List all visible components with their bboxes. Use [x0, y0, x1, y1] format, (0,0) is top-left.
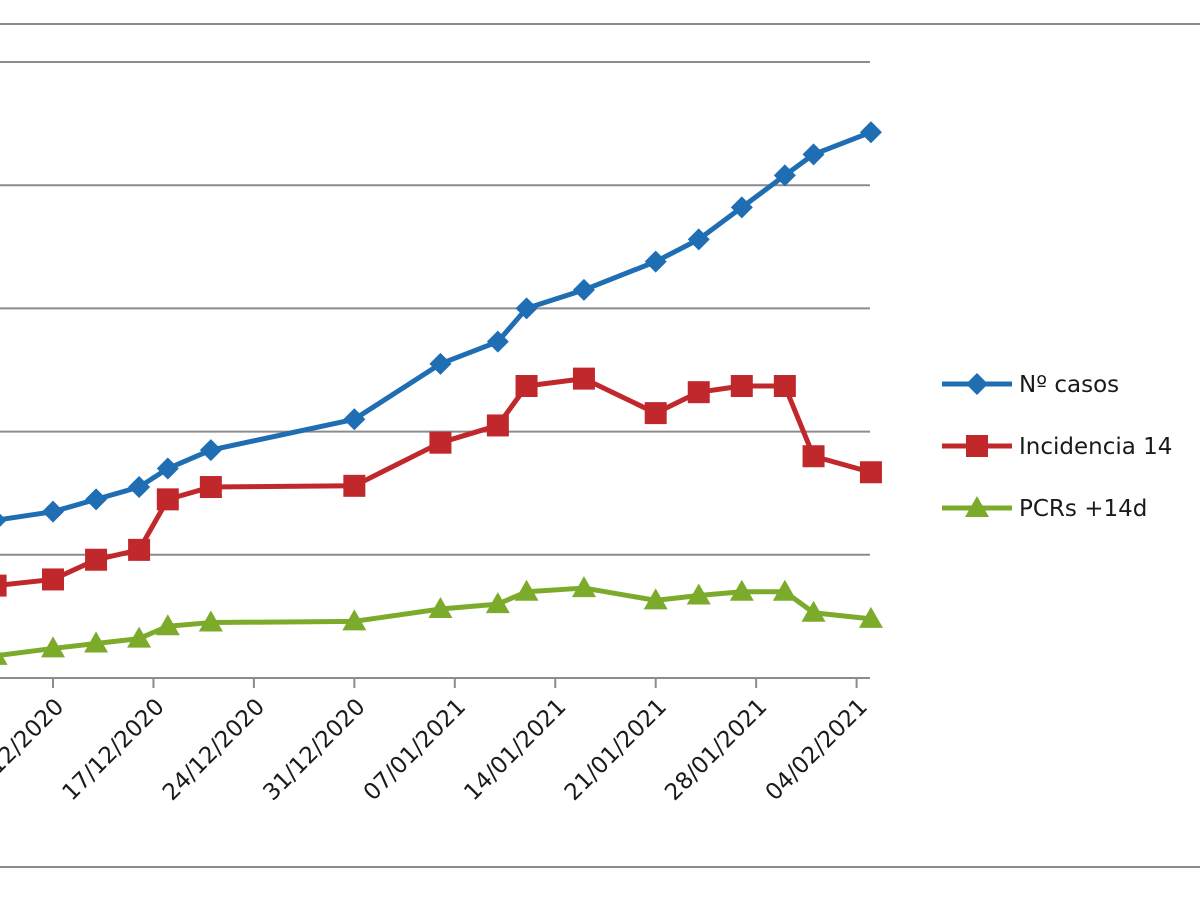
- legend-item: PCRs +14d: [942, 496, 1147, 522]
- data-point: [773, 164, 796, 187]
- data-point: [859, 461, 882, 484]
- series-layer: [0, 121, 883, 665]
- series-2: [0, 367, 882, 597]
- data-point: [801, 600, 826, 622]
- data-point: [85, 548, 108, 571]
- legend-item: Nº casos: [942, 372, 1119, 398]
- data-point: [0, 651, 8, 665]
- data-point: [428, 597, 453, 619]
- data-point: [199, 439, 222, 462]
- data-point: [128, 476, 151, 499]
- data-point: [772, 579, 797, 601]
- x-tick-label: 28/01/2021: [660, 694, 772, 806]
- x-tick-label: 07/01/2021: [359, 694, 471, 806]
- data-point: [515, 375, 538, 398]
- data-point: [156, 488, 179, 511]
- legend-label: PCRs +14d: [1019, 496, 1147, 522]
- x-tick-label: 17/12/2020: [58, 694, 170, 806]
- legend-label: Incidencia 14: [1019, 434, 1172, 460]
- data-point: [859, 121, 882, 144]
- series-3: [0, 576, 883, 665]
- data-point: [687, 381, 710, 404]
- data-point: [729, 579, 754, 601]
- legend-label: Nº casos: [1019, 372, 1119, 398]
- data-point: [485, 592, 510, 614]
- data-point: [156, 457, 179, 480]
- data-point: [966, 435, 988, 457]
- data-point: [643, 588, 668, 610]
- data-point: [515, 297, 538, 320]
- data-point: [773, 375, 796, 398]
- data-point: [127, 626, 152, 648]
- data-point: [686, 583, 711, 605]
- y-gridlines: [0, 61, 870, 556]
- data-point: [198, 610, 223, 632]
- series-line: [0, 129, 872, 523]
- data-point: [571, 576, 596, 598]
- data-point: [42, 568, 64, 591]
- x-tick-label: 14/01/2021: [459, 694, 571, 806]
- x-tick-label: 24/12/2020: [158, 694, 270, 806]
- data-point: [644, 250, 667, 273]
- legend-item: Incidencia 14: [942, 434, 1172, 460]
- data-point: [572, 278, 595, 301]
- data-point: [155, 614, 180, 636]
- data-point: [128, 538, 151, 561]
- data-point: [644, 402, 667, 425]
- x-tick-label: 21/01/2021: [560, 694, 672, 806]
- data-point: [687, 228, 710, 251]
- data-point: [965, 496, 989, 517]
- data-point: [342, 609, 367, 631]
- data-point: [84, 631, 109, 653]
- data-point: [0, 574, 7, 597]
- data-point: [429, 352, 452, 375]
- data-point: [730, 375, 753, 398]
- data-point: [343, 408, 366, 431]
- data-point: [199, 476, 222, 499]
- data-point: [85, 488, 108, 511]
- x-tick-label: 04/02/2021: [761, 694, 873, 806]
- data-point: [486, 330, 509, 353]
- data-point: [429, 431, 452, 454]
- data-point: [343, 474, 366, 497]
- data-point: [858, 606, 883, 628]
- data-point: [730, 196, 753, 219]
- x-axis: 10/12/202017/12/202024/12/202031/12/2020…: [0, 677, 873, 806]
- series-1: [0, 121, 882, 527]
- data-point: [802, 143, 825, 166]
- data-point: [572, 367, 595, 390]
- data-point: [802, 445, 825, 468]
- data-point: [966, 373, 988, 395]
- data-point: [486, 414, 509, 437]
- x-tick-label: 31/12/2020: [258, 694, 370, 806]
- data-point: [514, 579, 539, 601]
- data-point: [41, 636, 65, 658]
- legend: Nº casos Incidencia 14 PCRs +14d: [942, 372, 1172, 522]
- data-point: [0, 513, 7, 527]
- data-point: [42, 500, 64, 523]
